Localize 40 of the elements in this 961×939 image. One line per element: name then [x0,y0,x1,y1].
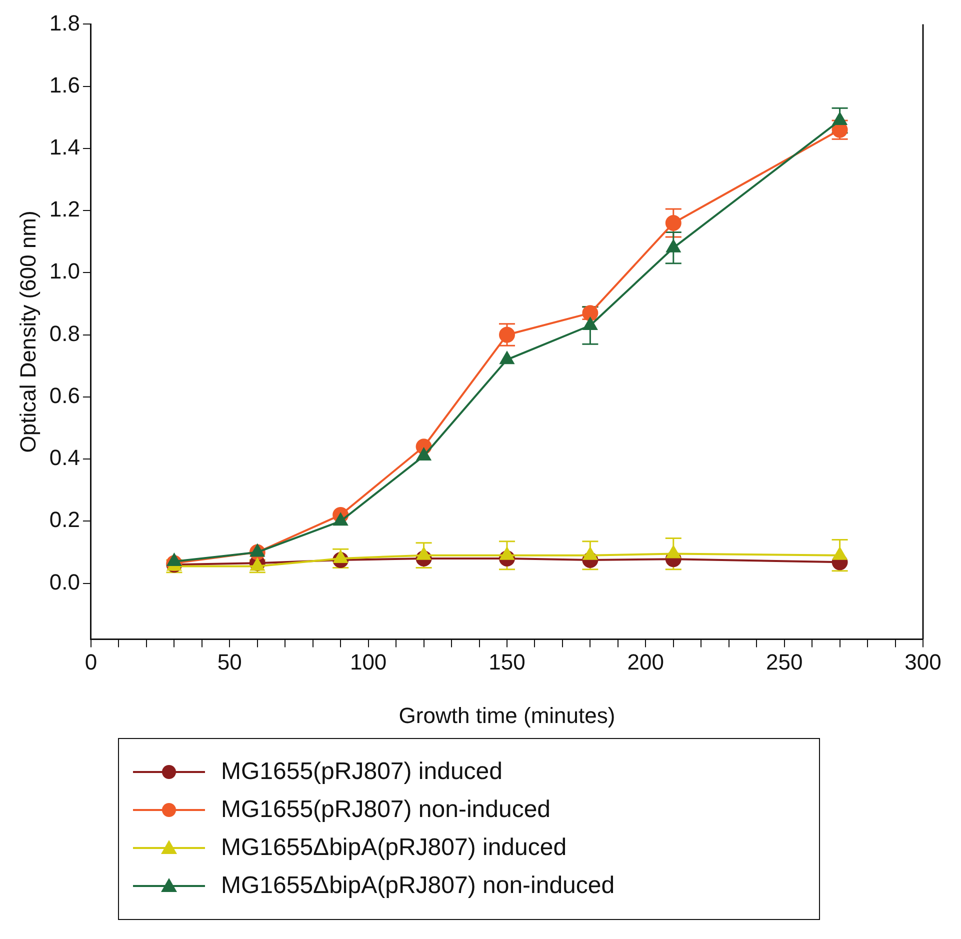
legend-label: MG1655(pRJ807) induced [221,758,502,786]
point [832,112,847,125]
y-axis-title: Optical Density (600 nm) [15,210,40,453]
point [334,513,348,526]
x-tick-label: 100 [350,649,387,674]
point [250,558,264,571]
legend-label: MG1655(pRJ807) non-induced [221,796,551,824]
point [500,547,514,560]
point [583,317,598,330]
y-tick-label: 1.4 [49,134,80,160]
y-tick-label: 0.6 [49,382,80,408]
x-axis-title: Growth time (minutes) [398,702,616,728]
y-tick-label: 0.4 [49,445,80,470]
y-tick-label: 1.0 [49,258,80,284]
y-tick-label: 1.2 [49,196,80,222]
point [498,326,515,343]
x-tick-label: 50 [217,649,242,674]
point [832,547,847,560]
x-tick-label: 150 [488,649,526,674]
point [416,448,431,460]
point [666,240,680,252]
point [583,547,598,560]
point [334,550,348,563]
x-tick-label: 200 [627,649,664,674]
point [250,544,264,557]
y-tick-label: 1.6 [49,72,80,98]
x-tick-label: 250 [766,649,803,674]
y-tick-label: 1.8 [49,10,80,36]
legend-label: MG1655ΔbipA(pRJ807) induced [221,834,567,862]
point [665,214,682,231]
x-tick-label: 300 [904,649,942,674]
point [666,546,680,558]
point [167,554,182,566]
x-tick-label: 0 [84,649,98,674]
y-tick-label: 0.8 [49,320,80,346]
y-tick-label: 0.2 [49,507,80,532]
legend-label: MG1655ΔbipA(pRJ807) non-induced [221,872,615,900]
point [416,547,431,560]
point [500,352,514,364]
y-tick-label: 0.0 [49,569,80,594]
